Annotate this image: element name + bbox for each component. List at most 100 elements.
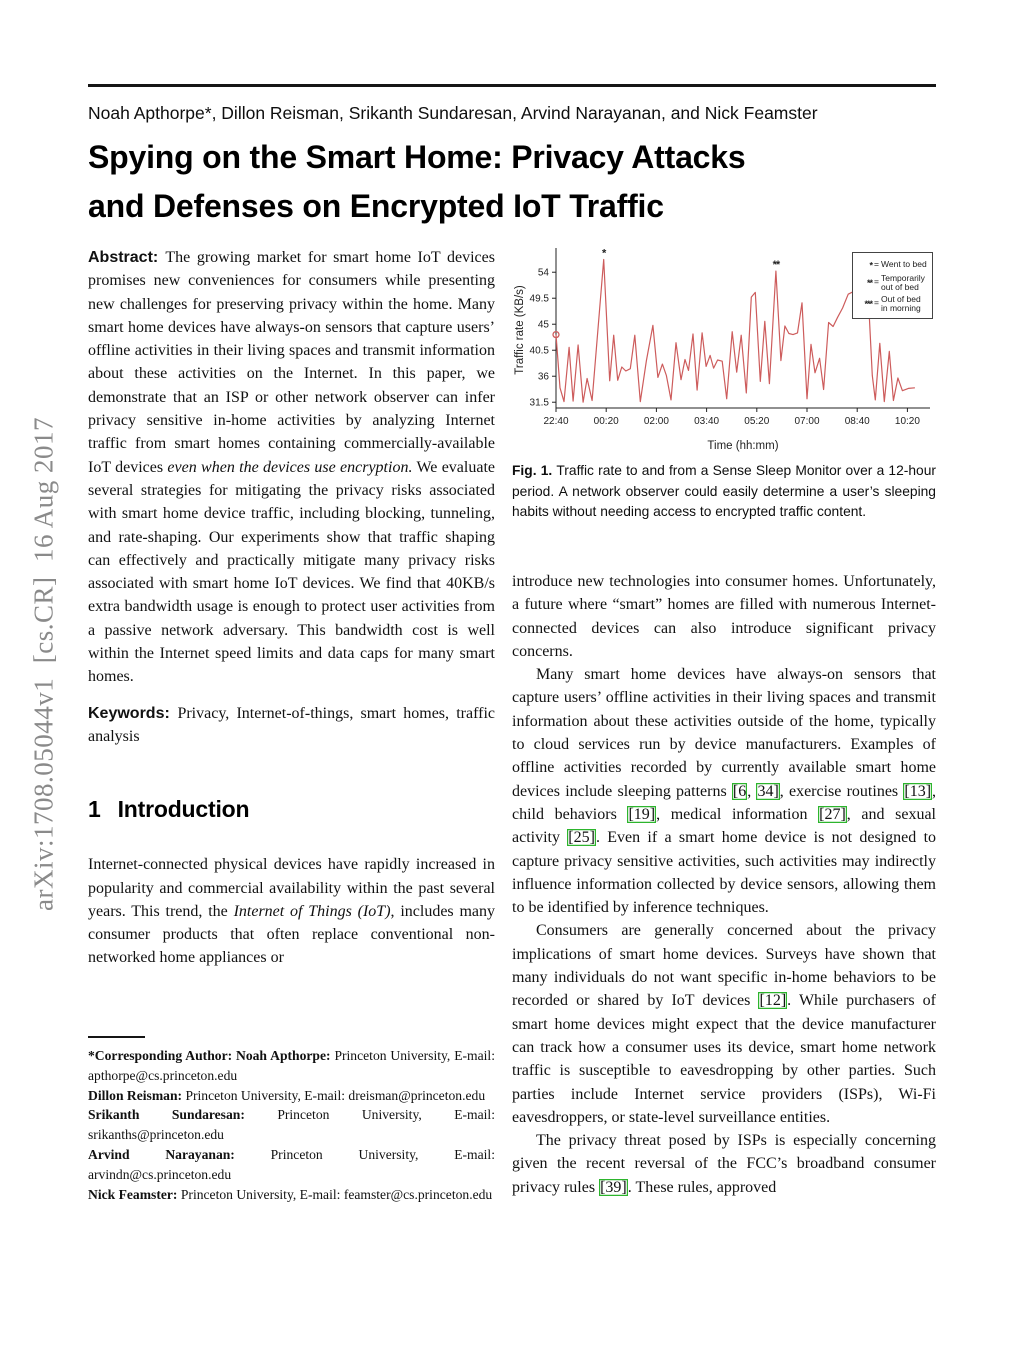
text-segment: Princeton University, E-mail: arvindn@cs… (88, 1146, 495, 1182)
text-segment: Princeton University, E-mail: srikanths@… (88, 1107, 495, 1143)
svg-text:***: *** (864, 299, 873, 309)
svg-text:54: 54 (538, 268, 550, 279)
text-segment: Arvind Narayanan: (88, 1146, 271, 1162)
text-segment: Princeton University, E-mail: apthorpe@c… (88, 1048, 495, 1083)
footnote-entry: *Corresponding Author: Noah Apthorpe: Pr… (88, 1046, 495, 1086)
text-segment: Internet of Things (IoT) (233, 902, 391, 920)
svg-text:02:00: 02:00 (644, 416, 669, 427)
body-paragraph: Consumers are generally concerned about … (512, 919, 936, 1129)
traffic-rate-chart: 31.5 36 40.5 45 49.5 54 22:40 00:20 02:00 03:40 05… (514, 248, 933, 452)
svg-text:00:20: 00:20 (594, 416, 619, 427)
title-line-2: and Defenses on Encrypted IoT Traffic (88, 188, 664, 224)
text-segment: , (747, 782, 757, 800)
svg-text:Out of bed: Out of bed (881, 294, 921, 304)
svg-text:**: ** (867, 278, 874, 288)
text-segment: , exercise routines (779, 782, 904, 800)
text-segment: Fig. 1. (512, 463, 557, 478)
text-segment: Nick Feamster: (88, 1186, 181, 1202)
text-segment: The growing market for smart home IoT de… (88, 249, 495, 476)
text-segment: . Even if a smart home device is not des… (512, 829, 937, 917)
section-1-heading: 1 Introduction (88, 796, 495, 823)
text-segment: The privacy threat posed by ISPs is espe… (512, 1132, 936, 1196)
keywords-paragraph: Keywords: Privacy, Internet-of-things, s… (88, 702, 495, 749)
authors-line: Noah Apthorpe*, Dillon Reisman, Srikanth… (88, 103, 818, 123)
svg-text:07:00: 07:00 (794, 416, 819, 427)
text-segment: Keywords: (88, 704, 178, 722)
citation-link[interactable]: [12] (759, 992, 787, 1010)
footnote-entries: *Corresponding Author: Noah Apthorpe: Pr… (88, 1046, 495, 1204)
text-segment: We evaluate several strategies for mitig… (88, 458, 495, 686)
footnote-entry: Nick Feamster: Princeton University, E-m… (88, 1185, 495, 1205)
svg-text:22:40: 22:40 (543, 416, 568, 427)
text-segment: . These rules, approved (627, 1178, 777, 1196)
svg-text:in morning: in morning (881, 303, 921, 313)
text-segment: Privacy, Internet-of-things, smart homes… (88, 704, 495, 745)
text-segment: Princeton University, E-mail: dreisman@p… (185, 1087, 486, 1103)
title-line-1: Spying on the Smart Home: Privacy Attack… (88, 139, 746, 175)
citation-link[interactable]: [6 (732, 782, 747, 800)
svg-text:Went to bed: Went to bed (881, 259, 927, 269)
text-segment: , includes many consumer products that o… (88, 902, 496, 967)
footnote-entry: Srikanth Sundaresan: Princeton Universit… (88, 1105, 495, 1145)
footnote-entry: Arvind Narayanan: Princeton University, … (88, 1145, 495, 1185)
text-segment: , child behaviors (512, 782, 937, 823)
legend-box (852, 252, 933, 319)
text-segment: , medical information (656, 805, 819, 823)
citation-link[interactable]: [13] (904, 782, 932, 800)
footnote-entry: Dillon Reisman: Princeton University, E-… (88, 1086, 495, 1106)
footnote-block: *Corresponding Author: Noah Apthorpe: Pr… (88, 1036, 495, 1204)
svg-text:40.5: 40.5 (530, 346, 550, 357)
footnote-rule (88, 1036, 145, 1038)
svg-text:=: = (874, 259, 879, 269)
traffic-line (555, 258, 915, 403)
right-column: introduce new technologies into consumer… (512, 570, 936, 1199)
svg-text:49.5: 49.5 (530, 294, 550, 305)
text-segment: Dillon Reisman: (88, 1087, 186, 1103)
svg-text:03:40: 03:40 (694, 416, 719, 427)
body-paragraph: The privacy threat posed by ISPs is espe… (512, 1129, 936, 1199)
left-column: Abstract: The growing market for smart h… (88, 246, 495, 970)
text-segment: Abstract: (88, 249, 166, 266)
text-segment: Consumers are generally concerned about … (512, 922, 936, 1010)
svg-text:Time (hh:mm): Time (hh:mm) (707, 440, 778, 452)
text-segment: . While purchasers of smart home devices… (512, 992, 937, 1126)
svg-text:36: 36 (538, 372, 550, 383)
body-paragraph: introduce new technologies into consumer… (512, 570, 936, 663)
section-title: Introduction (117, 796, 250, 823)
section-number: 1 (88, 796, 101, 823)
svg-text:08:40: 08:40 (845, 416, 870, 427)
svg-text:out of bed: out of bed (881, 282, 919, 292)
svg-text:10:20: 10:20 (895, 416, 920, 427)
text-segment: Traffic rate to and from a Sense Sleep M… (512, 463, 936, 519)
svg-text:Traffic rate (KB/s): Traffic rate (KB/s) (514, 285, 526, 375)
citation-link[interactable]: [25] (568, 829, 595, 847)
start-marker (552, 330, 560, 339)
text-segment: Many smart home devices have always-on s… (512, 666, 936, 800)
figure-1: 31.5 36 40.5 45 49.5 54 22:40 00:20 02:00 03:40 05… (512, 240, 936, 456)
svg-text:Temporarily: Temporarily (881, 273, 926, 283)
citation-link[interactable]: [27] (819, 805, 846, 823)
arxiv-watermark: arXiv:1708.05044v1 [cs.CR] 16 Aug 2017 (28, 417, 59, 911)
svg-text:31.5: 31.5 (530, 398, 550, 409)
svg-text:*: * (869, 261, 873, 271)
svg-text:45: 45 (538, 320, 550, 331)
text-segment: Srikanth Sundaresan: (88, 1107, 278, 1123)
header-rule (88, 84, 936, 87)
svg-text:*: * (602, 248, 607, 260)
intro-paragraph: Internet-connected physical devices have… (88, 853, 495, 969)
svg-text:05:20: 05:20 (744, 416, 769, 427)
text-segment: *Corresponding Author: Noah Apthorpe: (88, 1048, 335, 1063)
citation-link[interactable]: [19] (628, 805, 656, 823)
text-segment: introduce new technologies into consumer… (512, 573, 936, 660)
citation-link[interactable]: 34] (757, 782, 779, 800)
text-segment: Internet-connected physical devices have… (88, 856, 495, 920)
citation-link[interactable]: [39] (600, 1178, 627, 1196)
text-segment: even when the devices use encryption. (167, 458, 413, 476)
svg-text:**: ** (773, 259, 781, 271)
text-segment: Princeton University, E-mail: feamster@c… (180, 1186, 493, 1202)
text-segment: , and sexual activity (512, 805, 936, 847)
svg-text:=: = (874, 277, 879, 287)
body-paragraph: Many smart home devices have always-on s… (512, 663, 936, 919)
paper-title: Spying on the Smart Home: Privacy Attack… (88, 133, 968, 231)
